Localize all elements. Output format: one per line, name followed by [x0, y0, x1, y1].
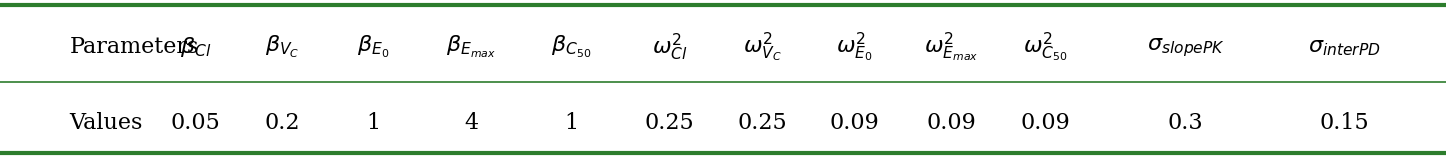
Text: 1: 1 — [564, 112, 578, 134]
Text: $\beta_{E_0}$: $\beta_{E_0}$ — [357, 34, 389, 61]
Text: 0.09: 0.09 — [830, 112, 879, 134]
Text: $\omega^2_{V_C}$: $\omega^2_{V_C}$ — [743, 30, 781, 64]
Text: $\beta_{C_{50}}$: $\beta_{C_{50}}$ — [551, 34, 591, 61]
Text: 0.3: 0.3 — [1168, 112, 1203, 134]
Text: $\beta_{Cl}$: $\beta_{Cl}$ — [179, 35, 211, 59]
Text: 0.2: 0.2 — [265, 112, 299, 134]
Text: $\beta_{V_C}$: $\beta_{V_C}$ — [265, 34, 299, 61]
Text: $\sigma_{slopePK}$: $\sigma_{slopePK}$ — [1147, 36, 1225, 59]
Text: 0.05: 0.05 — [171, 112, 220, 134]
Text: $\omega^2_{C_{50}}$: $\omega^2_{C_{50}}$ — [1024, 30, 1067, 64]
Text: 1: 1 — [366, 112, 380, 134]
Text: $\omega^2_{E_{max}}$: $\omega^2_{E_{max}}$ — [924, 30, 979, 64]
Text: $\omega^2_{E_0}$: $\omega^2_{E_0}$ — [836, 30, 873, 64]
Text: 4: 4 — [464, 112, 479, 134]
Text: 0.25: 0.25 — [737, 112, 787, 134]
Text: Values: Values — [69, 112, 143, 134]
Text: Parameters: Parameters — [69, 36, 198, 58]
Text: 0.15: 0.15 — [1320, 112, 1369, 134]
Text: $\sigma_{interPD}$: $\sigma_{interPD}$ — [1309, 36, 1381, 58]
Text: $\omega^2_{Cl}$: $\omega^2_{Cl}$ — [652, 32, 687, 63]
Text: 0.09: 0.09 — [1021, 112, 1070, 134]
Text: 0.25: 0.25 — [645, 112, 694, 134]
Text: 0.09: 0.09 — [927, 112, 976, 134]
Text: $\beta_{E_{max}}$: $\beta_{E_{max}}$ — [447, 34, 496, 61]
